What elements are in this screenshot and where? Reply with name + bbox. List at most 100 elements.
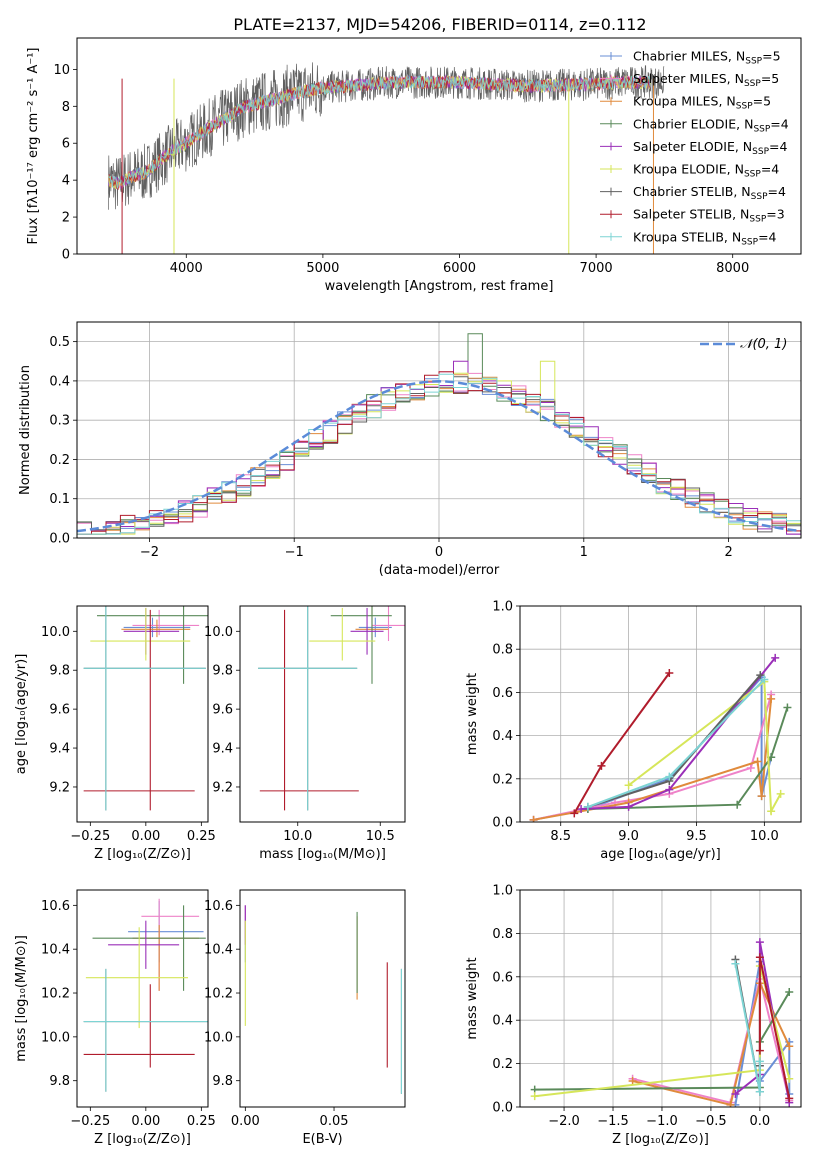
legend-subscript: SSP: [752, 147, 769, 157]
histogram-kroupa-stelib: [77, 373, 801, 535]
legend-nssp: =5: [753, 94, 771, 109]
axes-frame: [76, 605, 209, 823]
series-line-kroupa-elodie: [627, 679, 782, 815]
legend-label-chabrier-elodie: Chabrier ELODIE, NSSP=4: [633, 116, 789, 134]
x-axis-label: mass [log₁₀(M/M⊙)]: [259, 847, 386, 862]
point-marker: [628, 1076, 637, 1085]
legend-subscript: SSP: [741, 237, 758, 247]
legend-subscript: SSP: [744, 170, 761, 180]
legend-label-chabrier-miles: Chabrier MILES, NSSP=5: [633, 49, 781, 67]
x-tick-label: −1: [285, 545, 304, 560]
y-tick-label: 10.6: [41, 899, 70, 914]
y-axis-label: mass [log₁₀(M/M⊙)]: [14, 935, 29, 1062]
x-tick-label: 8.5: [550, 829, 571, 844]
legend-nssp: =4: [768, 184, 786, 199]
series-line-kroupa-miles: [632, 980, 791, 1107]
point-marker: [755, 1046, 764, 1055]
y-axis-label: age [log₁₀(age/yr)]: [14, 654, 29, 775]
legend-label-normal: 𝒩(0, 1): [740, 337, 787, 352]
y-tick-label: 0.0: [492, 816, 513, 831]
x-axis-label: Z [log₁₀(Z/Z⊙)]: [94, 847, 191, 862]
y-axis-label: mass weight: [465, 673, 480, 755]
point-marker: [755, 938, 764, 947]
point-marker: [665, 668, 674, 677]
x-tick-label: 10.0: [750, 829, 779, 844]
x-tick-label: −0.25: [70, 829, 110, 844]
point-marker: [665, 785, 674, 794]
residuals-plot-area: [77, 322, 801, 538]
point-marker: [767, 694, 776, 703]
legend-label-salpeter-stelib: Salpeter STELIB, NSSP=3: [633, 207, 785, 225]
x-tick-label: −2.0: [548, 1114, 580, 1129]
legend-nssp: =4: [769, 139, 787, 154]
y-tick-label: 10.0: [41, 625, 70, 640]
y-axis-label: mass weight: [465, 957, 480, 1039]
mass_vs_ebv-plot-area: [244, 905, 403, 1094]
x-tick-label: 6000: [443, 261, 476, 276]
y-tick-label: 10.2: [41, 987, 70, 1002]
x-tick-label: −2: [140, 545, 159, 560]
point-marker: [755, 953, 764, 962]
point-marker: [570, 809, 579, 818]
legend-subscript: SSP: [751, 192, 768, 202]
x-axis-label: E(B-V): [302, 1132, 342, 1147]
y-tick-label: 0.3: [49, 414, 70, 429]
x-tick-label: 10.0: [283, 829, 312, 844]
y-tick-label: 9.6: [49, 703, 70, 718]
y-tick-label: 0.4: [492, 729, 513, 744]
axes-frame: [519, 889, 802, 1108]
point-marker: [767, 807, 776, 816]
y-tick-label: 0.6: [492, 970, 513, 985]
legend-nssp: =5: [761, 71, 779, 86]
histogram-salpeter-stelib: [77, 371, 801, 535]
point-marker: [760, 675, 769, 684]
y-tick-label: 10.2: [204, 987, 233, 1002]
y-tick-label: 1.0: [492, 884, 513, 899]
y-tick-label: 0.2: [49, 453, 70, 468]
y-tick-label: 9.6: [212, 703, 233, 718]
spectrum-plot-area: [107, 62, 665, 254]
x-tick-label: 0.25: [187, 1114, 216, 1129]
point-marker: [583, 802, 592, 811]
legend-subscript: SSP: [736, 102, 753, 112]
axes-frame: [76, 889, 209, 1108]
y-tick-label: 10.4: [41, 943, 70, 958]
legend-nssp: =4: [758, 229, 776, 244]
point-marker: [785, 1094, 794, 1103]
point-marker: [755, 1057, 764, 1066]
y-tick-label: 9.8: [212, 664, 233, 679]
y-tick-label: 0.2: [492, 772, 513, 787]
x-tick-label: 5000: [306, 261, 339, 276]
observed-spectrum: [108, 62, 665, 210]
y-tick-label: 10.6: [204, 899, 233, 914]
point-marker: [776, 789, 785, 798]
legend-subscript: SSP: [744, 79, 761, 89]
y-tick-label: 10.0: [204, 625, 233, 640]
legend-subscript: SSP: [745, 57, 762, 67]
series-line-chabrier-elodie: [587, 707, 789, 810]
legend-label-salpeter-miles: Salpeter MILES, NSSP=5: [633, 71, 779, 89]
normal-curve: [77, 380, 801, 533]
mass_vs_Z-plot-area: [83, 898, 208, 1092]
y-tick-label: 0.8: [492, 927, 513, 942]
point-marker: [755, 1087, 764, 1096]
y-tick-label: 0.2: [492, 1057, 513, 1072]
y-tick-label: 9.8: [49, 1074, 70, 1089]
axes-frame: [76, 321, 802, 539]
point-marker: [731, 959, 740, 968]
y-tick-label: 9.8: [212, 1074, 233, 1089]
x-tick-label: 1: [580, 545, 588, 560]
legend-label-chabrier-stelib: Chabrier STELIB, NSSP=4: [633, 184, 786, 202]
legend-nssp: =3: [766, 207, 784, 222]
x-tick-label: 8000: [716, 261, 749, 276]
y-tick-label: 0.0: [49, 532, 70, 547]
x-tick-label: 10.5: [366, 829, 395, 844]
point-marker: [783, 703, 792, 712]
axes-frame: [519, 605, 802, 823]
age_vs_Z-plot-area: [83, 606, 208, 811]
y-tick-label: 0.6: [492, 686, 513, 701]
y-tick-label: 10.4: [204, 943, 233, 958]
x-tick-label: 4000: [170, 261, 203, 276]
